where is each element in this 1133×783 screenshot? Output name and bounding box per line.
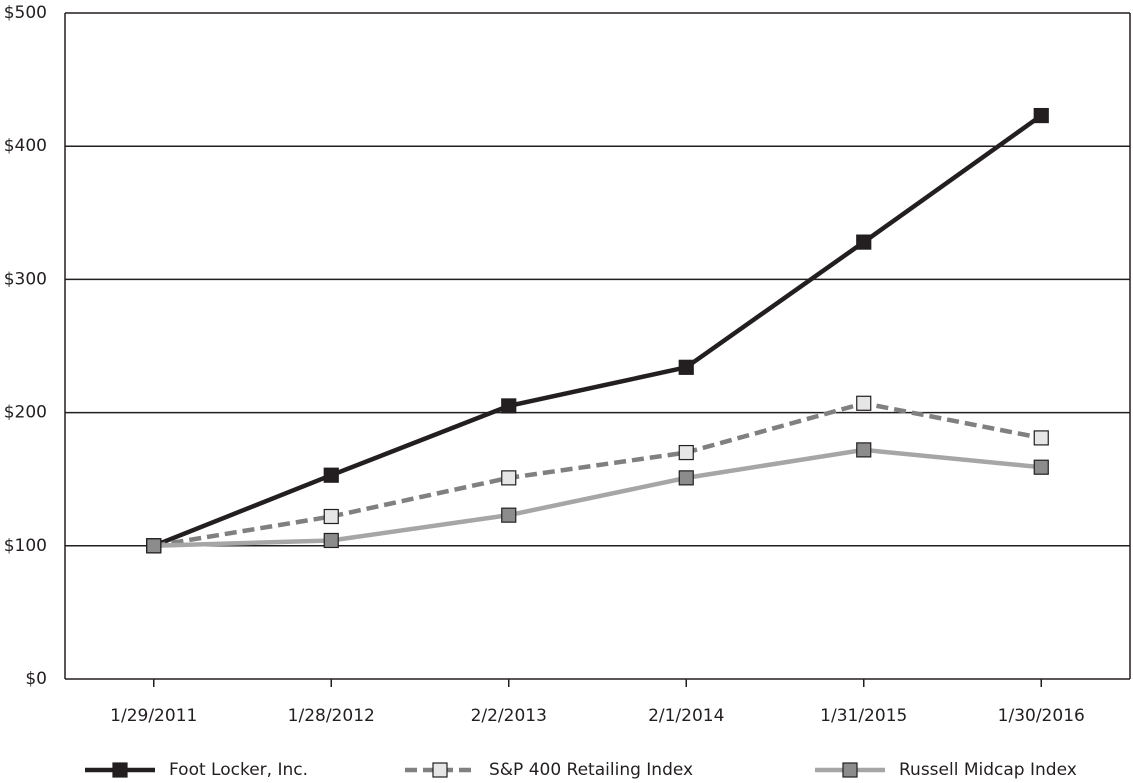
x-tick-label: 1/30/2016 bbox=[998, 706, 1085, 726]
data-point bbox=[1033, 107, 1049, 124]
data-point bbox=[678, 444, 694, 461]
data-point bbox=[856, 234, 872, 250]
legend-label: Foot Locker, Inc. bbox=[169, 760, 308, 780]
series-line bbox=[153, 447, 1042, 549]
y-tick-label: $0 bbox=[25, 669, 47, 689]
data-point bbox=[501, 398, 517, 414]
x-tick-label: 1/31/2015 bbox=[820, 706, 907, 726]
y-tick-label: $500 bbox=[4, 3, 47, 23]
data-point bbox=[678, 470, 694, 486]
legend-label: Russell Midcap Index bbox=[899, 760, 1077, 780]
data-point bbox=[856, 395, 872, 411]
y-tick-label: $200 bbox=[4, 403, 47, 423]
y-tick-label: $100 bbox=[4, 536, 47, 556]
series-line bbox=[153, 400, 1042, 549]
data-point bbox=[856, 442, 872, 458]
data-point bbox=[501, 470, 517, 486]
x-tick-label: 2/1/2014 bbox=[648, 706, 724, 726]
legend-label: S&P 400 Retailing Index bbox=[489, 760, 693, 780]
data-point bbox=[146, 538, 162, 554]
x-tick-label: 1/29/2011 bbox=[110, 706, 197, 726]
x-tick-label: 1/28/2012 bbox=[288, 706, 375, 726]
y-tick-label: $400 bbox=[4, 136, 47, 156]
x-tick-label: 2/2/2013 bbox=[471, 706, 547, 726]
y-tick-label: $300 bbox=[4, 269, 47, 289]
legend-marker bbox=[842, 762, 858, 778]
data-point bbox=[1033, 430, 1049, 446]
legend-marker bbox=[112, 762, 128, 778]
data-point bbox=[323, 508, 339, 525]
data-point bbox=[501, 507, 517, 523]
data-point bbox=[678, 359, 694, 375]
series-line bbox=[152, 113, 1043, 548]
data-point bbox=[323, 532, 339, 549]
legend-marker bbox=[432, 762, 448, 778]
data-point bbox=[1033, 459, 1049, 475]
data-point bbox=[323, 467, 339, 483]
